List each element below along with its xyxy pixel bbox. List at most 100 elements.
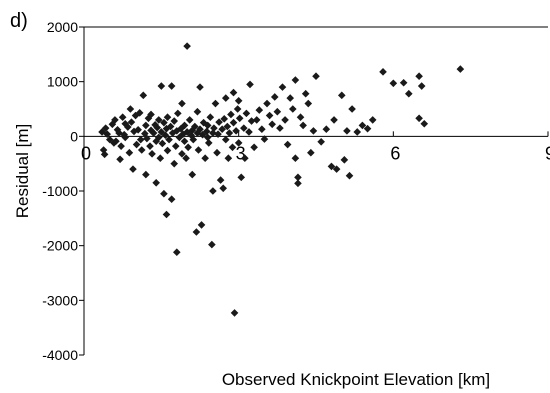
data-point [141, 129, 149, 138]
data-point [152, 137, 160, 146]
data-point [152, 179, 160, 187]
data-point [105, 135, 114, 144]
data-point [263, 99, 271, 108]
y-tick-label: 2000 [47, 19, 78, 35]
data-point [343, 127, 351, 135]
data-point [214, 130, 222, 138]
data-point [144, 114, 153, 123]
data-point [111, 116, 119, 124]
data-point [112, 137, 120, 146]
data-point [206, 113, 215, 121]
data-point [232, 127, 240, 135]
data-point [221, 135, 230, 144]
data-point [113, 125, 122, 134]
data-point [193, 129, 202, 137]
data-point [180, 137, 189, 146]
data-point [252, 116, 261, 124]
data-point [160, 189, 168, 198]
data-point [149, 129, 158, 137]
data-point [204, 139, 213, 147]
data-point [345, 171, 354, 180]
data-point [213, 148, 221, 157]
y-tick-label: -4000 [42, 347, 78, 363]
data-point [177, 124, 185, 133]
data-point [245, 128, 253, 136]
data-point [189, 135, 198, 144]
data-point [136, 135, 145, 144]
panel-label: d) [10, 10, 28, 32]
data-point [131, 111, 140, 120]
data-point [115, 129, 123, 137]
data-point [168, 129, 177, 137]
data-point [246, 80, 254, 89]
data-point [216, 176, 225, 184]
data-point [229, 88, 238, 97]
data-point [116, 155, 124, 164]
y-tick-label: 0 [70, 128, 78, 144]
data-point [415, 114, 423, 123]
data-point [154, 133, 163, 142]
data-point [178, 150, 186, 158]
data-point [281, 116, 289, 124]
data-point [142, 170, 150, 179]
data-point [225, 129, 234, 137]
data-point [192, 228, 201, 236]
data-point [153, 123, 162, 132]
y-tick-label: -1000 [42, 183, 78, 199]
data-point [156, 154, 165, 162]
data-point [103, 130, 111, 138]
data-point [230, 309, 239, 317]
data-point [160, 118, 168, 127]
x-axis-title: Observed Knickpoint Elevation [km] [222, 370, 490, 389]
data-point [117, 142, 125, 150]
data-point [215, 118, 223, 126]
data-point [289, 105, 297, 113]
data-point [203, 133, 212, 142]
data-point [268, 120, 276, 129]
data-point [307, 148, 315, 157]
data-point [330, 116, 338, 124]
data-point [234, 97, 243, 105]
data-point [194, 146, 203, 154]
data-point [301, 89, 310, 98]
data-point [134, 125, 142, 134]
data-point [188, 170, 197, 179]
data-points [98, 42, 465, 317]
data-point [417, 82, 426, 90]
data-point [127, 118, 136, 126]
data-point [124, 123, 132, 131]
data-point [162, 210, 171, 219]
data-point [142, 121, 150, 130]
data-point [234, 139, 243, 147]
data-point [132, 140, 141, 149]
data-point [193, 107, 202, 116]
data-point [202, 127, 211, 136]
data-point [399, 78, 408, 87]
data-point [405, 89, 413, 98]
data-point [147, 110, 155, 119]
data-point [129, 165, 137, 173]
data-point [327, 162, 336, 171]
data-point [309, 127, 318, 135]
data-point [158, 139, 167, 148]
data-point [235, 114, 244, 123]
data-point [379, 68, 387, 76]
data-point [170, 117, 179, 125]
data-point [283, 140, 292, 149]
data-point [157, 128, 166, 136]
data-point [191, 122, 199, 131]
data-point [161, 131, 170, 140]
data-point [173, 248, 181, 257]
data-point [296, 113, 305, 121]
data-point [233, 105, 242, 113]
data-point [167, 195, 176, 203]
data-point [146, 142, 154, 150]
data-point [223, 122, 232, 131]
data-point [322, 125, 331, 134]
data-point [220, 115, 229, 123]
data-point [183, 42, 191, 50]
data-point [125, 148, 134, 157]
data-point [208, 240, 216, 249]
data-point [265, 111, 274, 120]
